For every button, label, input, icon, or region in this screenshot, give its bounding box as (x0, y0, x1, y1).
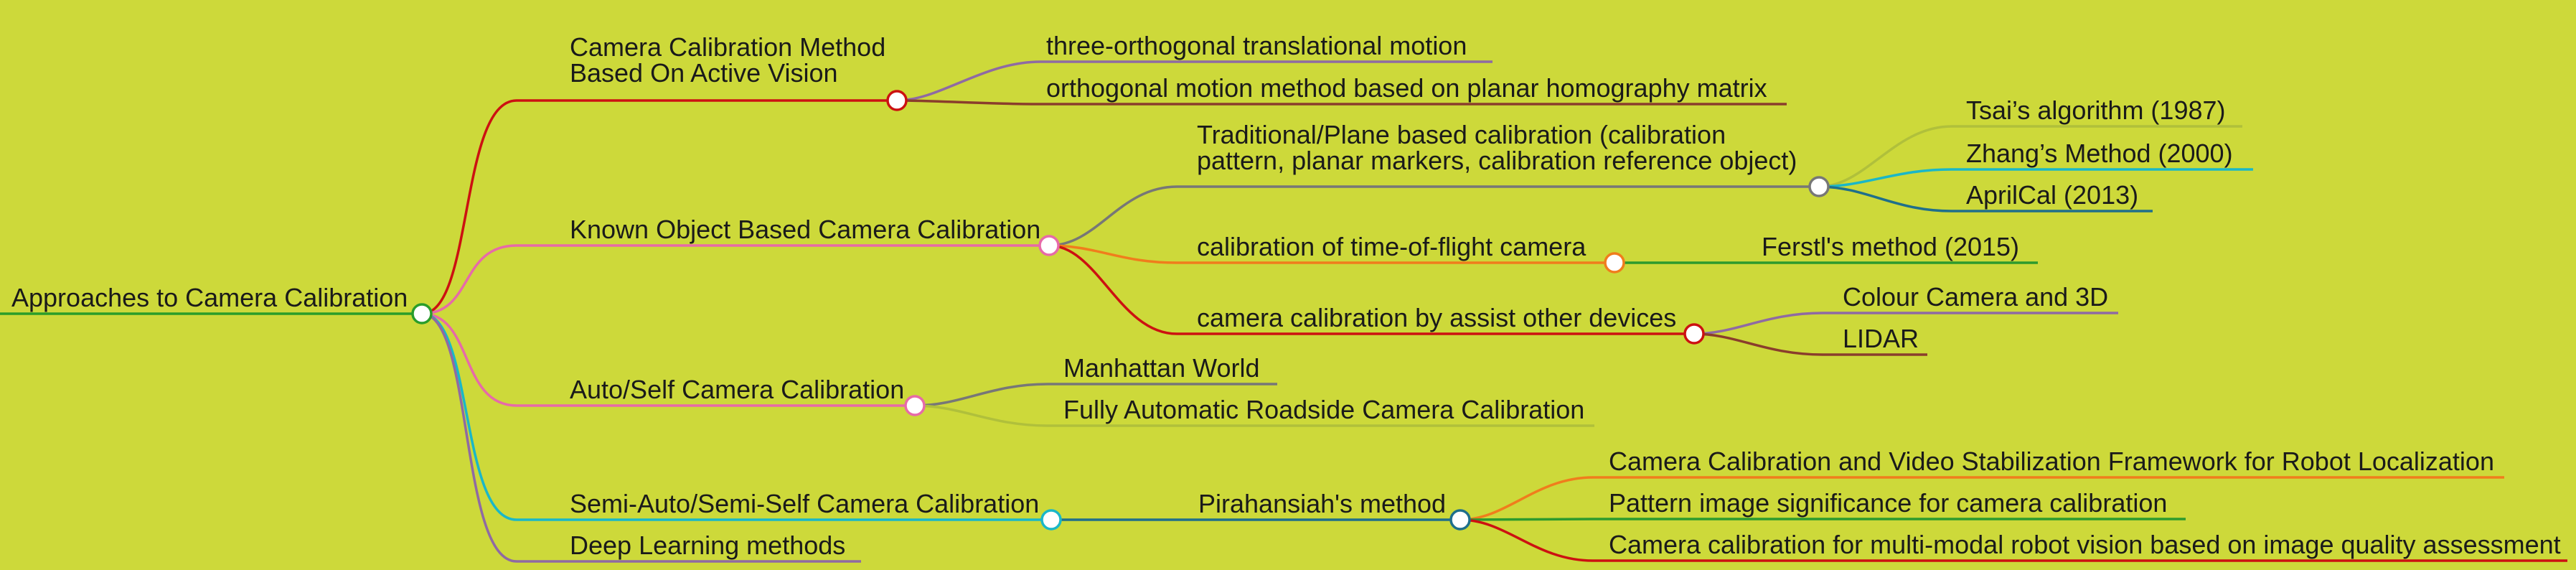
pir-child-2-label: Pattern image significance for camera ca… (1609, 488, 2167, 518)
branch-known-label: Known Object Based Camera Calibration (570, 215, 1040, 244)
edge-known-assist (1048, 244, 1694, 335)
edge-known-traditional (1048, 185, 1819, 247)
branch-deep-label: Deep Learning methods (570, 531, 845, 560)
branch-semi-label: Semi-Auto/Semi-Self Camera Calibration (570, 489, 1039, 518)
root-label: Approaches to Camera Calibration (11, 283, 408, 312)
known-traditional-label-line2: pattern, planar markers, calibration ref… (1197, 146, 1797, 175)
trad-tsai-label: Tsai’s algorithm (1987) (1966, 95, 2226, 125)
semi-pirahansiah-label: Pirahansiah's method (1198, 489, 1446, 518)
edge-root-deep (421, 312, 861, 563)
known-assist-label: camera calibration by assist other devic… (1197, 303, 1676, 332)
branch-auto-label: Auto/Self Camera Calibration (570, 375, 904, 404)
pir-child-1-label: Camera Calibration and Video Stabilizati… (1609, 447, 2494, 476)
edge-root-auto (421, 312, 915, 407)
active-child-1-label: three-orthogonal translational motion (1046, 31, 1467, 60)
branch-semi-collapse-toggle[interactable] (1040, 509, 1062, 531)
auto-manhattan-label: Manhattan World (1063, 353, 1259, 383)
edge-trad-tsai (1818, 125, 2242, 188)
branch-active-label-line1: Camera Calibration Method (570, 32, 885, 62)
branch-active-label: Camera Calibration Method Based On Activ… (570, 32, 893, 88)
branch-active-label-line2: Based On Active Vision (570, 58, 838, 88)
trad-zhang-label: Zhang’s Method (2000) (1966, 139, 2233, 168)
assist-colour-label: Colour Camera and 3D (1843, 282, 2108, 312)
edge-auto-manhattan (914, 383, 1277, 407)
edge-auto-roadside (914, 404, 1594, 427)
edge-active-1 (896, 60, 1493, 102)
trad-april-label: AprilCal (2013) (1966, 180, 2138, 210)
known-traditional-label: Traditional/Plane based calibration (cal… (1197, 120, 1797, 175)
assist-lidar-label: LIDAR (1843, 324, 1919, 353)
auto-roadside-label: Fully Automatic Roadside Camera Calibrat… (1063, 395, 1584, 424)
known-assist-collapse-toggle[interactable] (1683, 323, 1705, 345)
known-tof-label: calibration of time-of-flight camera (1197, 232, 1587, 261)
edge-known-tof (1048, 244, 1614, 264)
root-collapse-toggle[interactable] (411, 303, 433, 324)
branch-auto-collapse-toggle[interactable] (904, 395, 926, 416)
known-traditional-collapse-toggle[interactable] (1808, 176, 1830, 197)
pir-child-3-label: Camera calibration for multi-modal robot… (1609, 530, 2561, 559)
edge-root-known (421, 244, 1049, 315)
edge-root-semi (421, 312, 1051, 521)
edge-active-2 (896, 99, 1787, 106)
edge-trad-zhang (1818, 168, 2253, 188)
edge-pir-2 (1459, 518, 2186, 521)
edge-pir-3 (1459, 518, 2567, 562)
branch-known-collapse-toggle[interactable] (1038, 235, 1060, 256)
edge-assist-lidar (1693, 332, 1927, 356)
branch-active-collapse-toggle[interactable] (886, 90, 908, 111)
semi-pirahansiah-collapse-toggle[interactable] (1449, 509, 1471, 531)
known-traditional-label-line1: Traditional/Plane based calibration (cal… (1197, 120, 1726, 149)
known-tof-collapse-toggle[interactable] (1604, 252, 1625, 274)
edge-root-active (421, 99, 897, 315)
tof-ferstl-label: Ferstl's method (2015) (1762, 232, 2019, 261)
edge-trad-april (1818, 185, 2153, 212)
edge-assist-colour (1693, 312, 2118, 335)
active-child-2-label: orthogonal motion method based on planar… (1046, 73, 1767, 103)
edge-pir-1 (1459, 476, 2504, 521)
